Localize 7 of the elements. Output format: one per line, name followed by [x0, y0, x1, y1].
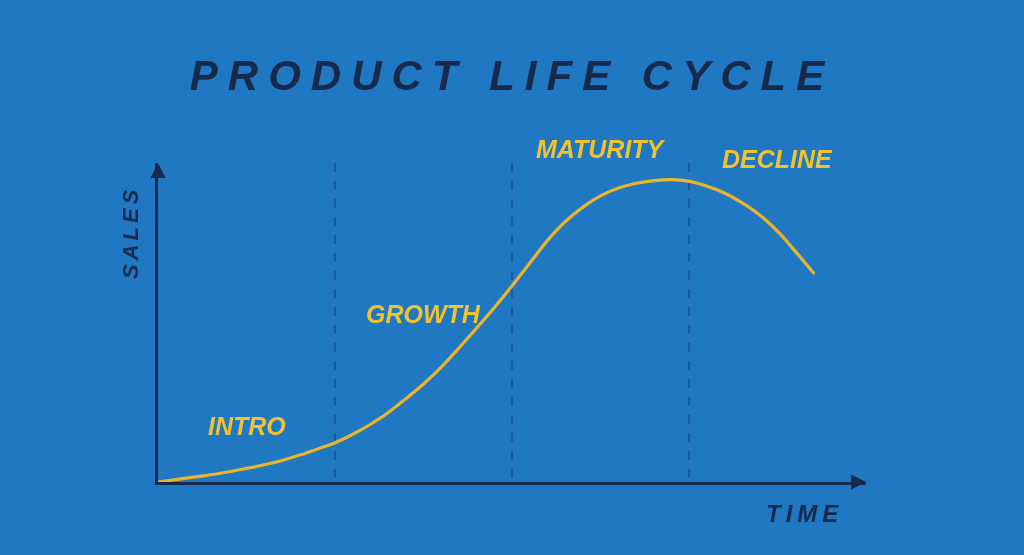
annotation: INTRO — [208, 412, 287, 440]
text: DECLINE — [722, 145, 834, 173]
chart-title: PRODUCT LIFE CYCLE — [189, 51, 835, 99]
text: MATURITY — [536, 135, 666, 163]
y-axis-title: SALES — [118, 185, 143, 279]
annotation: GROWTH — [366, 300, 481, 328]
x-axis-title: TIME — [766, 500, 844, 527]
